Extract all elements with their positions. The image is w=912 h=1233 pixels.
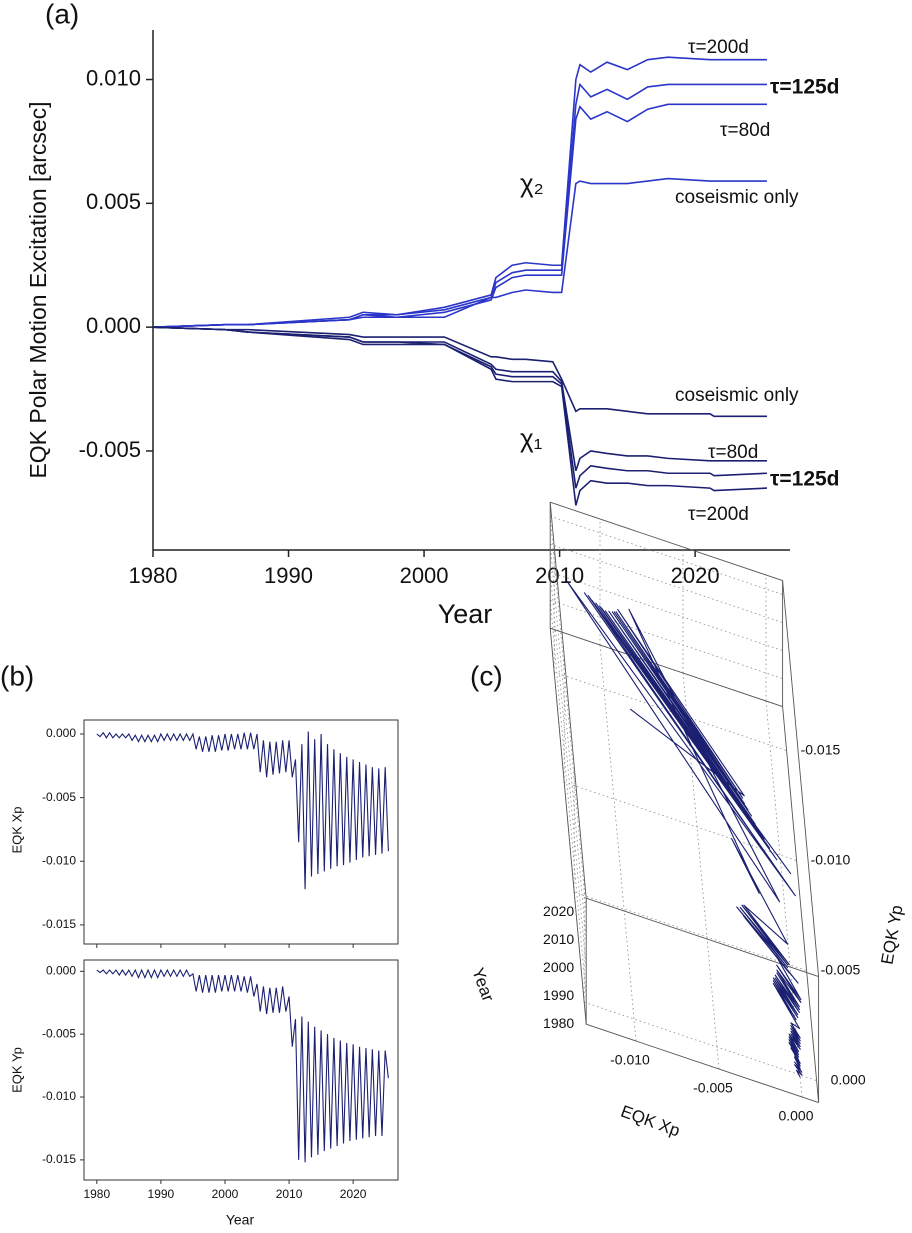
y-tick-label: -0.015 bbox=[42, 1152, 76, 1166]
grid-line bbox=[550, 543, 783, 623]
series-label: τ=80d bbox=[708, 442, 758, 463]
panel-label: (c) bbox=[470, 660, 503, 691]
x-tick-label: 2020 bbox=[671, 563, 720, 588]
annotation: χ₁ bbox=[520, 423, 543, 453]
z-tick-label: 1990 bbox=[543, 987, 574, 1003]
series-line bbox=[152, 326, 767, 418]
plot-frame bbox=[83, 719, 399, 945]
series-line bbox=[152, 103, 767, 328]
y-tick-label: 0.005 bbox=[86, 189, 141, 214]
panel-label: (a) bbox=[45, 0, 79, 29]
series-label: τ=125d bbox=[770, 468, 840, 491]
box-edge bbox=[550, 627, 783, 708]
series-label: τ=125d bbox=[770, 76, 840, 99]
box-edge bbox=[549, 502, 587, 899]
x-tick-label: 1980 bbox=[83, 1187, 110, 1201]
y-tick-label: 0.000 bbox=[46, 963, 76, 977]
box-edge bbox=[782, 706, 820, 1103]
y-tick-label: -0.010 bbox=[42, 853, 76, 867]
grid-line bbox=[682, 672, 720, 1070]
grid-line bbox=[549, 516, 587, 913]
grid-line bbox=[550, 515, 783, 595]
y-axis-title: EQK Yp bbox=[9, 1047, 24, 1093]
panel-label: (b) bbox=[0, 660, 34, 691]
box-edge bbox=[586, 1023, 819, 1104]
series-line bbox=[152, 326, 767, 489]
z-axis-title: Year bbox=[468, 965, 498, 1004]
y-axis-title: EQK Xp bbox=[9, 807, 24, 854]
series-line bbox=[96, 731, 389, 890]
y-tick-label: 0.000 bbox=[86, 313, 141, 338]
grid-line bbox=[765, 700, 803, 1098]
series-label: coseismic only bbox=[675, 187, 799, 208]
y-tick-label: 0.010 bbox=[86, 65, 141, 90]
z-tick-label: 1980 bbox=[543, 1015, 574, 1031]
grid-line bbox=[554, 671, 787, 751]
y-tick-label: -0.010 bbox=[42, 1089, 76, 1103]
grid-line bbox=[599, 644, 637, 1042]
y-axis-title: EQK Polar Motion Excitation [arcsec] bbox=[25, 101, 51, 478]
x-tick-label: 2020 bbox=[340, 1187, 367, 1201]
y-tick-label: -0.005 bbox=[42, 790, 76, 804]
series-label: coseismic only bbox=[675, 385, 799, 406]
x-tick-label: 1980 bbox=[129, 563, 178, 588]
annotation: χ₂ bbox=[520, 168, 544, 198]
series-line bbox=[152, 326, 767, 506]
x-tick-label: 0.000 bbox=[778, 1108, 813, 1124]
z-tick-label: 2020 bbox=[543, 903, 574, 919]
y-tick-label: -0.005 bbox=[821, 961, 861, 977]
grid-line bbox=[550, 599, 783, 679]
grid-line bbox=[564, 781, 797, 861]
grid-line bbox=[549, 544, 587, 941]
y-tick-label: -0.015 bbox=[42, 917, 76, 931]
y-tick-label: -0.005 bbox=[42, 1026, 76, 1040]
x-tick-label: 2010 bbox=[276, 1187, 303, 1201]
series-label: τ=200d bbox=[688, 37, 749, 58]
y-axis-title: EQK Yp bbox=[877, 904, 906, 966]
x-tick-label: 2000 bbox=[212, 1187, 239, 1201]
y-tick-label: -0.010 bbox=[811, 851, 851, 867]
x-tick-label: 1990 bbox=[264, 563, 313, 588]
box-edge bbox=[782, 580, 820, 977]
grid-line bbox=[584, 1001, 817, 1081]
box-edge bbox=[586, 897, 819, 978]
series-label: τ=80d bbox=[720, 120, 770, 141]
trajectory-3d bbox=[566, 580, 803, 1078]
box-edge bbox=[549, 628, 587, 1025]
grid-line bbox=[549, 600, 587, 997]
grid-line bbox=[549, 572, 587, 969]
x-tick-label: 1990 bbox=[148, 1187, 175, 1201]
x-axis-title: Year bbox=[226, 1212, 255, 1228]
y-tick-label: 0.000 bbox=[831, 1071, 866, 1087]
series-line bbox=[96, 968, 389, 1163]
box-edge bbox=[550, 501, 783, 582]
y-tick-label: -0.015 bbox=[801, 741, 841, 757]
grid-line bbox=[574, 891, 807, 971]
z-tick-label: 2010 bbox=[543, 931, 574, 947]
plot-frame bbox=[83, 959, 399, 1181]
x-axis-title: EQK Xp bbox=[618, 1102, 682, 1141]
y-tick-label: -0.005 bbox=[79, 437, 141, 462]
series-line bbox=[152, 177, 767, 328]
x-tick-label: 2000 bbox=[400, 563, 449, 588]
series-label: τ=200d bbox=[688, 504, 749, 525]
series-line bbox=[152, 56, 767, 328]
x-tick-label: -0.005 bbox=[693, 1080, 733, 1096]
y-tick-label: 0.000 bbox=[46, 726, 76, 740]
x-tick-label: -0.010 bbox=[610, 1052, 650, 1068]
z-tick-label: 2000 bbox=[543, 959, 574, 975]
x-axis-title: Year bbox=[438, 599, 493, 629]
grid-line bbox=[550, 571, 783, 651]
